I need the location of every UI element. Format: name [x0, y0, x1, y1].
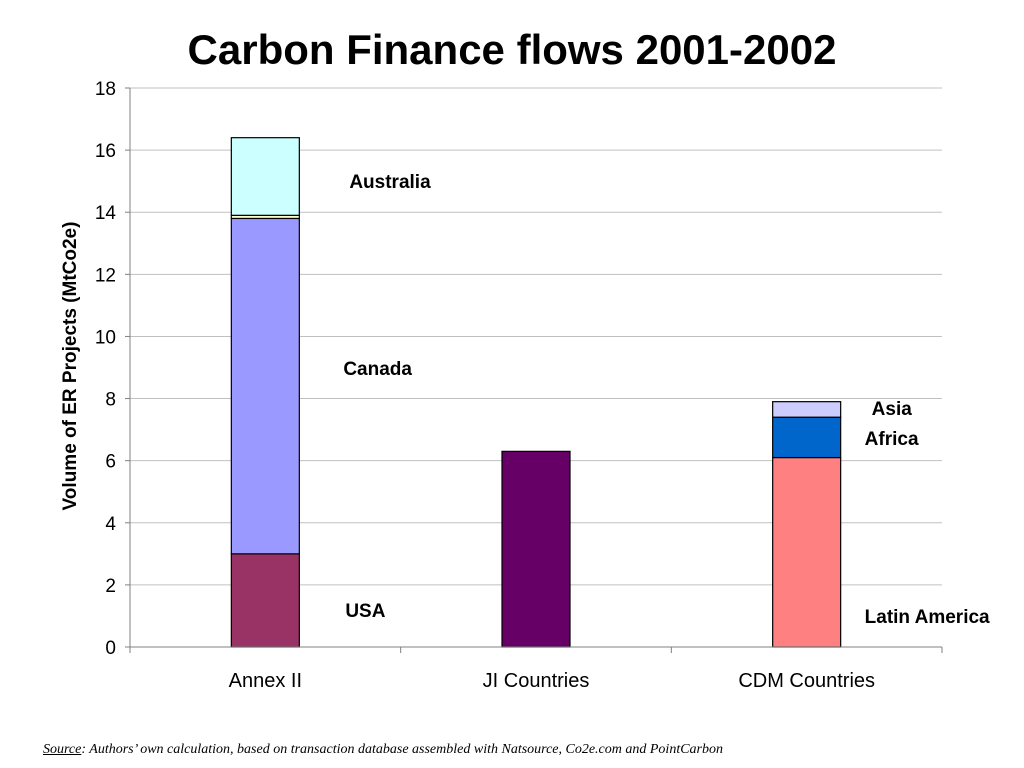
y-tick-label: 10 [95, 327, 116, 348]
axes: 0 2 4 6 8 10 12 14 16 18 Annex II JI Countries CDM C… [95, 79, 943, 692]
y-tick-label: 4 [105, 514, 116, 535]
y-tick-label: 0 [105, 638, 116, 659]
y-tick-label: 12 [95, 265, 116, 286]
source-text: : Authors’ own calculation, based on tra… [81, 742, 724, 757]
segment-label: Asia [872, 399, 913, 420]
bar-segment [772, 401, 842, 418]
source-note: Source: Authors’ own calculation, based … [43, 742, 723, 758]
bar-segment [772, 416, 842, 459]
x-tick-label: CDM Countries [738, 670, 875, 692]
segment-labels: USA Canada Australia Latin America Africa Asi… [343, 172, 990, 628]
segment-label: Africa [865, 429, 919, 450]
y-tick-label: 8 [105, 390, 116, 411]
bar-segment [230, 553, 300, 648]
y-tick-label: 6 [105, 452, 116, 473]
segment-label: USA [345, 601, 385, 622]
x-tick-label: JI Countries [483, 670, 590, 692]
y-axis-title: Volume of ER Projects (MtCo2e) [60, 222, 81, 511]
y-tick-label: 14 [95, 203, 117, 224]
bar-segment [230, 137, 300, 216]
bar-segment [501, 450, 571, 648]
segment-label: Australia [349, 172, 431, 193]
y-tick-label: 2 [105, 576, 116, 597]
x-tick-label: Annex II [229, 670, 302, 692]
y-tick-label: 18 [95, 79, 116, 100]
y-tick-label: 16 [95, 141, 116, 162]
bar-segment [230, 217, 300, 555]
bars [230, 137, 842, 648]
chart-title: Carbon Finance flows 2001-2002 [187, 26, 837, 73]
segment-label: Latin America [865, 607, 990, 628]
bar-segment [772, 456, 842, 648]
source-label: Source [43, 742, 82, 757]
segment-label: Canada [343, 359, 412, 380]
